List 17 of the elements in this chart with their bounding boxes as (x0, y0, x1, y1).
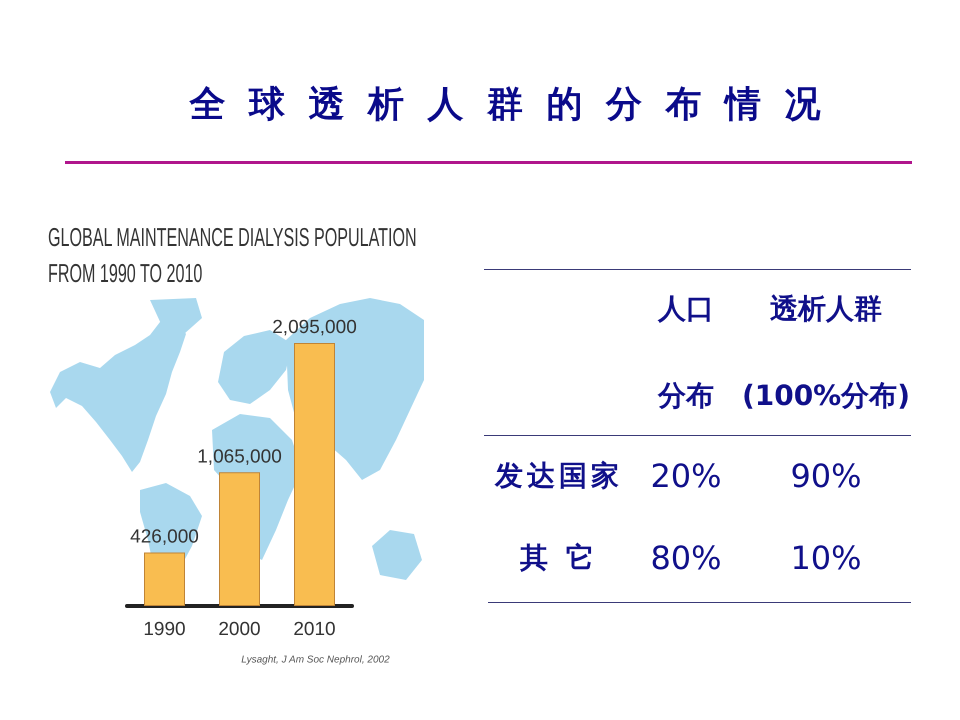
text: 全球透析人群的分布情况 (188, 83, 844, 127)
category-label: 透析人群(100%分布) (742, 292, 910, 412)
x-tick-label: 2010 (293, 619, 336, 640)
x-tick-label: 1990 (143, 619, 186, 640)
category-label: 人口分布 (658, 292, 714, 412)
y-tick-label: 发达国家 (494, 458, 624, 494)
x-tick-label: 2000 (218, 619, 261, 640)
data-label: 90% (789, 456, 863, 496)
chart-subtitle: GLOBAL MAINTENANCE DIALYSIS POPULATION FROM 1990 TO 2010 (48, 222, 422, 288)
y-tick-label: 其 它 (519, 540, 599, 576)
data-label: 426,000 (130, 526, 199, 548)
data-label: 80% (649, 538, 723, 578)
data-label: 20% (649, 456, 723, 496)
data-label: 2,095,000 (272, 317, 357, 338)
data-label: 10% (789, 538, 863, 578)
text: Lysaght, J Am Soc Nephrol, 2002 (241, 654, 390, 666)
data-label: 1,065,000 (197, 446, 282, 468)
